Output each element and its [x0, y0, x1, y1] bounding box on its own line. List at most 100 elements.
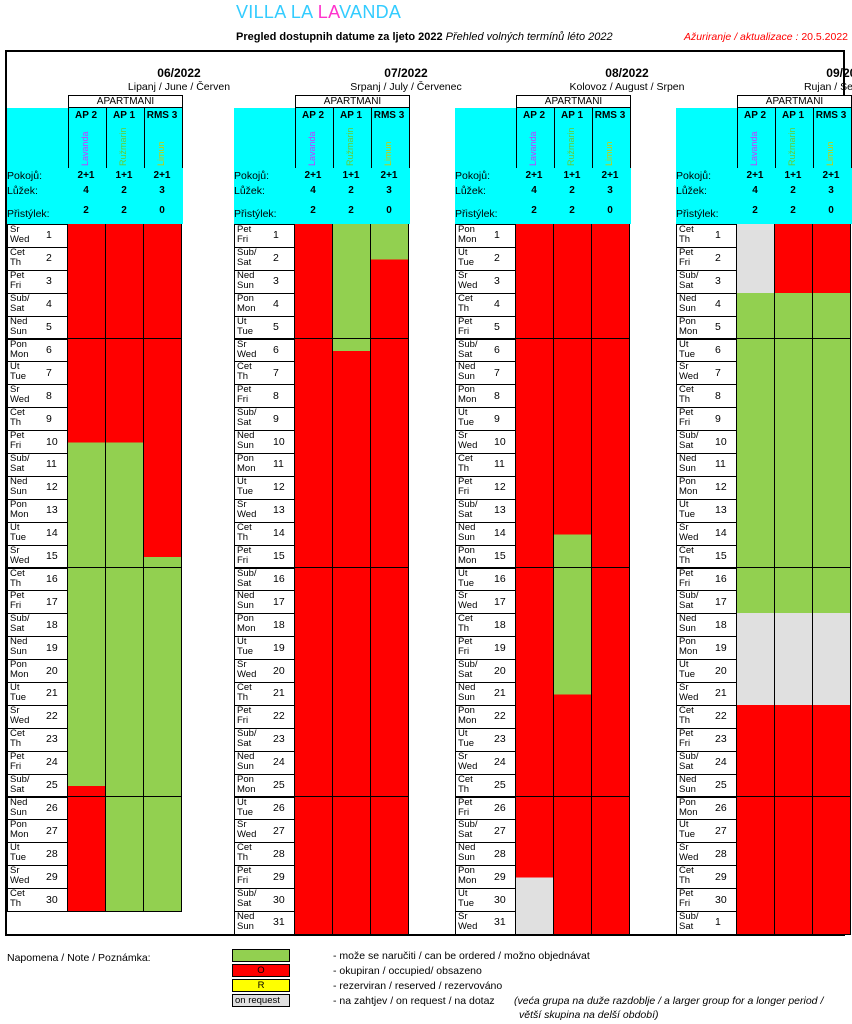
- availability-cell[interactable]: [813, 315, 851, 340]
- availability-cell[interactable]: [516, 750, 554, 775]
- availability-cell[interactable]: [775, 453, 813, 477]
- availability-cell[interactable]: [106, 498, 144, 523]
- availability-cell[interactable]: [295, 361, 333, 386]
- availability-cell[interactable]: [333, 682, 371, 706]
- availability-cell[interactable]: [144, 498, 182, 523]
- availability-cell[interactable]: [333, 888, 371, 912]
- availability-cell[interactable]: [737, 407, 775, 432]
- availability-cell[interactable]: [333, 315, 371, 340]
- availability-cell[interactable]: [592, 430, 630, 454]
- availability-cell[interactable]: [68, 727, 106, 752]
- availability-cell[interactable]: [775, 704, 813, 729]
- availability-cell[interactable]: [68, 315, 106, 340]
- availability-cell[interactable]: [813, 430, 851, 454]
- availability-cell[interactable]: [516, 269, 554, 294]
- availability-cell[interactable]: [737, 544, 775, 569]
- availability-cell[interactable]: [516, 430, 554, 454]
- availability-cell[interactable]: [333, 246, 371, 271]
- availability-cell[interactable]: [144, 384, 182, 409]
- availability-cell[interactable]: [592, 338, 630, 363]
- availability-cell[interactable]: [775, 796, 813, 821]
- availability-cell[interactable]: [775, 911, 813, 935]
- availability-cell[interactable]: [592, 750, 630, 775]
- availability-cell[interactable]: [106, 888, 144, 912]
- availability-cell[interactable]: [516, 704, 554, 729]
- availability-cell[interactable]: [813, 682, 851, 706]
- availability-cell[interactable]: [371, 498, 409, 523]
- availability-cell[interactable]: [371, 246, 409, 271]
- availability-cell[interactable]: [516, 475, 554, 500]
- availability-cell[interactable]: [554, 659, 592, 683]
- availability-cell[interactable]: [68, 407, 106, 432]
- availability-cell[interactable]: [775, 498, 813, 523]
- availability-cell[interactable]: [333, 865, 371, 890]
- availability-cell[interactable]: [775, 384, 813, 409]
- availability-cell[interactable]: [554, 682, 592, 706]
- availability-cell[interactable]: [737, 682, 775, 706]
- availability-cell[interactable]: [592, 407, 630, 432]
- availability-cell[interactable]: [592, 727, 630, 752]
- availability-cell[interactable]: [554, 590, 592, 615]
- availability-cell[interactable]: [106, 384, 144, 409]
- availability-cell[interactable]: [68, 224, 106, 248]
- availability-cell[interactable]: [295, 911, 333, 935]
- availability-cell[interactable]: [813, 567, 851, 592]
- availability-cell[interactable]: [592, 498, 630, 523]
- availability-cell[interactable]: [737, 796, 775, 821]
- availability-cell[interactable]: [106, 636, 144, 661]
- availability-cell[interactable]: [371, 430, 409, 454]
- availability-cell[interactable]: [592, 842, 630, 867]
- availability-cell[interactable]: [775, 888, 813, 912]
- availability-cell[interactable]: [516, 246, 554, 271]
- availability-cell[interactable]: [68, 636, 106, 661]
- availability-cell[interactable]: [68, 544, 106, 569]
- availability-cell[interactable]: [295, 727, 333, 752]
- availability-cell[interactable]: [554, 407, 592, 432]
- availability-cell[interactable]: [106, 292, 144, 317]
- availability-cell[interactable]: [592, 773, 630, 798]
- availability-cell[interactable]: [371, 590, 409, 615]
- availability-cell[interactable]: [144, 773, 182, 798]
- availability-cell[interactable]: [592, 521, 630, 546]
- availability-cell[interactable]: [516, 544, 554, 569]
- availability-cell[interactable]: [592, 453, 630, 477]
- availability-cell[interactable]: [737, 704, 775, 729]
- availability-cell[interactable]: [592, 384, 630, 409]
- availability-cell[interactable]: [295, 888, 333, 912]
- availability-cell[interactable]: [68, 246, 106, 271]
- availability-cell[interactable]: [371, 292, 409, 317]
- availability-cell[interactable]: [295, 590, 333, 615]
- availability-cell[interactable]: [813, 842, 851, 867]
- availability-cell[interactable]: [813, 384, 851, 409]
- availability-cell[interactable]: [554, 498, 592, 523]
- availability-cell[interactable]: [775, 842, 813, 867]
- availability-cell[interactable]: [516, 567, 554, 592]
- availability-cell[interactable]: [775, 865, 813, 890]
- availability-cell[interactable]: [106, 453, 144, 477]
- availability-cell[interactable]: [68, 819, 106, 844]
- availability-cell[interactable]: [813, 338, 851, 363]
- availability-cell[interactable]: [775, 750, 813, 775]
- availability-cell[interactable]: [106, 613, 144, 638]
- availability-cell[interactable]: [106, 773, 144, 798]
- availability-cell[interactable]: [813, 888, 851, 912]
- availability-cell[interactable]: [813, 613, 851, 638]
- availability-cell[interactable]: [516, 224, 554, 248]
- availability-cell[interactable]: [144, 636, 182, 661]
- availability-cell[interactable]: [371, 338, 409, 363]
- availability-cell[interactable]: [775, 682, 813, 706]
- availability-cell[interactable]: [516, 407, 554, 432]
- availability-cell[interactable]: [554, 911, 592, 935]
- availability-cell[interactable]: [554, 361, 592, 386]
- availability-cell[interactable]: [295, 338, 333, 363]
- availability-cell[interactable]: [371, 842, 409, 867]
- availability-cell[interactable]: [144, 453, 182, 477]
- availability-cell[interactable]: [737, 498, 775, 523]
- availability-cell[interactable]: [737, 636, 775, 661]
- availability-cell[interactable]: [592, 865, 630, 890]
- availability-cell[interactable]: [106, 704, 144, 729]
- availability-cell[interactable]: [333, 659, 371, 683]
- availability-cell[interactable]: [295, 498, 333, 523]
- availability-cell[interactable]: [68, 430, 106, 454]
- availability-cell[interactable]: [106, 269, 144, 294]
